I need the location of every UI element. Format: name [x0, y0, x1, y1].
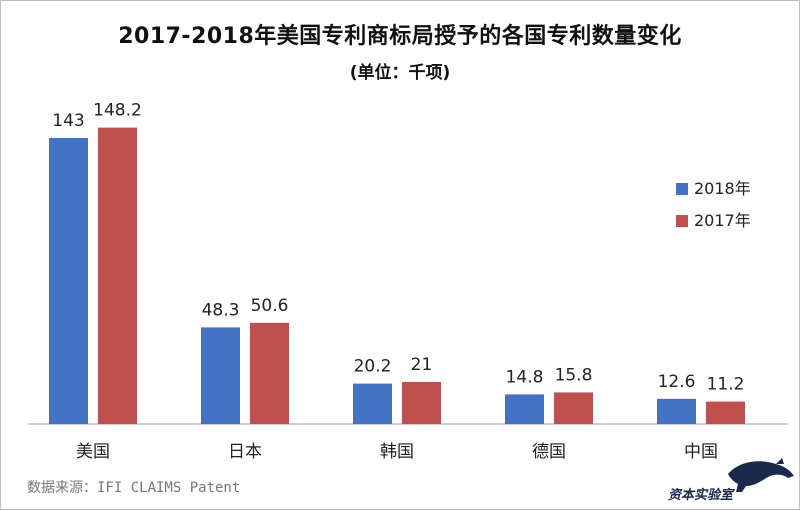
bar-中国-2017年: [706, 401, 745, 424]
chart-title: 2017-2018年美国专利商标局授予的各国专利数量变化: [118, 24, 682, 49]
data-label-韩国-2017年: 21: [411, 355, 433, 375]
watermark-logo: [728, 458, 794, 492]
bar-德国-2018年: [505, 394, 544, 424]
bar-美国-2017年: [98, 127, 137, 424]
legend-swatch-2017: [676, 215, 688, 227]
legend-swatch-2018: [676, 183, 688, 195]
data-label-日本-2018年: 48.3: [202, 300, 240, 320]
data-source-note: 数据来源：IFI CLAIMS Patent: [27, 480, 241, 496]
data-label-日本-2017年: 50.6: [251, 296, 289, 316]
bar-日本-2017年: [250, 322, 289, 424]
category-label-中国: 中国: [684, 442, 718, 462]
watermark-text: 资本实验室: [668, 488, 734, 503]
category-label-韩国: 韩国: [380, 442, 414, 462]
bar-韩国-2017年: [402, 382, 441, 424]
data-label-中国-2017年: 11.2: [707, 375, 745, 395]
legend-item-2017: 2017年: [676, 207, 751, 231]
category-label-美国: 美国: [76, 442, 110, 462]
data-label-中国-2018年: 12.6: [658, 372, 696, 392]
data-label-美国-2018年: 143: [52, 111, 84, 131]
data-label-德国-2018年: 14.8: [506, 367, 544, 387]
bar-日本-2018年: [201, 327, 240, 424]
bar-德国-2017年: [554, 392, 593, 424]
bar-中国-2018年: [657, 398, 696, 424]
data-label-美国-2017年: 148.2: [93, 101, 142, 121]
category-label-日本: 日本: [228, 442, 262, 462]
chart-subtitle: (单位：千项): [349, 63, 451, 83]
category-label-德国: 德国: [532, 442, 566, 462]
bar-美国-2018年: [49, 138, 88, 424]
legend-label-2018: 2018年: [694, 179, 751, 198]
data-label-韩国-2018年: 20.2: [354, 357, 392, 377]
legend-item-2018: 2018年: [676, 175, 751, 199]
bar-韩国-2018年: [353, 383, 392, 424]
data-label-德国-2017年: 15.8: [555, 365, 593, 385]
legend-label-2017: 2017年: [694, 211, 751, 230]
